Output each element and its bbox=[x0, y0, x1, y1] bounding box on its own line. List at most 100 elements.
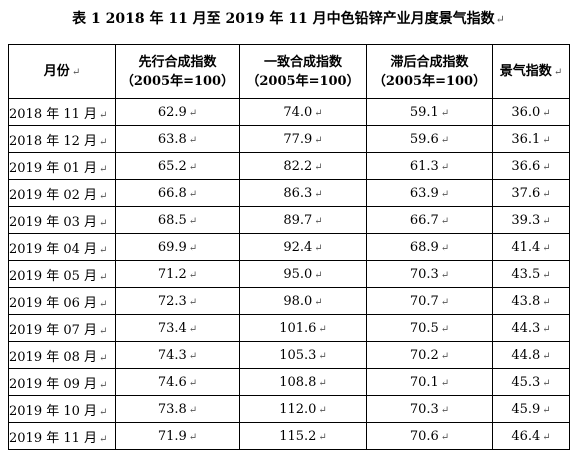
paragraph-mark-icon: ↵ bbox=[99, 244, 108, 256]
paragraph-mark-icon: ↵ bbox=[318, 323, 327, 335]
cell-month: 2018 年 11 月 ↵ bbox=[8, 98, 116, 126]
paragraph-mark-icon: ↵ bbox=[440, 296, 450, 308]
paragraph-mark-icon: ↵ bbox=[188, 323, 198, 335]
cell-lagging: 70.1 ↵ bbox=[366, 368, 493, 396]
paragraph-mark-icon: ↵ bbox=[440, 188, 450, 200]
cell-leading: 66.8 ↵ bbox=[115, 179, 240, 207]
paragraph-mark-icon: ↵ bbox=[542, 431, 551, 443]
paragraph-mark-icon: ↵ bbox=[440, 431, 450, 443]
paragraph-mark-icon: ↵ bbox=[99, 433, 108, 445]
paragraph-mark-icon: ↵ bbox=[314, 107, 323, 119]
table-row: 2019 年 08 月 ↵ 74.3 ↵ 105.3 ↵ 70.2 ↵ 44.8 ↵ bbox=[8, 341, 570, 369]
cell-climate: 37.6 ↵ bbox=[492, 179, 570, 207]
paragraph-mark-icon: ↵ bbox=[188, 215, 198, 227]
cell-climate: 43.5 ↵ bbox=[492, 260, 570, 288]
cell-leading: 74.6 ↵ bbox=[115, 368, 240, 396]
cell-leading: 71.9 ↵ bbox=[115, 422, 240, 450]
paragraph-mark-icon: ↵ bbox=[188, 269, 198, 281]
cell-lagging: 70.2 ↵ bbox=[366, 341, 493, 369]
paragraph-mark-icon: ↵ bbox=[440, 377, 450, 389]
cell-climate: 45.9 ↵ bbox=[492, 395, 570, 423]
table-body: 2018 年 11 月 ↵ 62.9 ↵ 74.0 ↵ 59.1 ↵ 36.0 ↵ 2018 年 1… bbox=[8, 98, 570, 450]
paragraph-mark-icon: ↵ bbox=[188, 431, 198, 443]
cell-lagging: 70.7 ↵ bbox=[366, 287, 493, 315]
paragraph-mark-icon: ↵ bbox=[318, 404, 327, 416]
cell-lagging: 70.6 ↵ bbox=[366, 422, 493, 450]
cell-climate: 36.0 ↵ bbox=[492, 98, 570, 126]
cell-lagging: 61.3 ↵ bbox=[366, 152, 493, 180]
paragraph-mark-icon: ↵ bbox=[188, 107, 198, 119]
table-row: 2019 年 07 月 ↵ 73.4 ↵ 101.6 ↵ 70.5 ↵ 44.3 ↵ bbox=[8, 314, 570, 342]
paragraph-mark-icon: ↵ bbox=[542, 107, 551, 119]
paragraph-mark-icon: ↵ bbox=[440, 107, 450, 119]
cell-coincident: 77.9 ↵ bbox=[239, 125, 367, 153]
paragraph-mark-icon: ↵ bbox=[99, 406, 108, 418]
paragraph-mark-icon: ↵ bbox=[188, 161, 198, 173]
paragraph-mark-icon: ↵ bbox=[99, 136, 108, 148]
cell-coincident: 112.0 ↵ bbox=[239, 395, 367, 423]
paragraph-mark-icon: ↵ bbox=[542, 242, 551, 254]
paragraph-mark-icon: ↵ bbox=[188, 242, 198, 254]
header-climate-index: 景气指数 ↵ bbox=[492, 44, 570, 99]
paragraph-mark-icon: ↵ bbox=[188, 404, 198, 416]
paragraph-mark-icon: ↵ bbox=[99, 190, 108, 202]
paragraph-mark-icon: ↵ bbox=[440, 350, 450, 362]
paragraph-mark-icon: ↵ bbox=[314, 188, 323, 200]
cell-lagging: 68.9 ↵ bbox=[366, 233, 493, 261]
table-row: 2019 年 09 月 ↵ 74.6 ↵ 108.8 ↵ 70.1 ↵ 45.3 ↵ bbox=[8, 368, 570, 396]
paragraph-mark-icon: ↵ bbox=[188, 350, 198, 362]
paragraph-mark-icon: ↵ bbox=[318, 377, 327, 389]
table-row: 2019 年 04 月 ↵ 69.9 ↵ 92.4 ↵ 68.9 ↵ 41.4 ↵ bbox=[8, 233, 570, 261]
paragraph-mark-icon: ↵ bbox=[99, 217, 108, 229]
cell-month: 2019 年 07 月 ↵ bbox=[8, 314, 116, 342]
table-row: 2018 年 12 月 ↵ 63.8 ↵ 77.9 ↵ 59.6 ↵ 36.1 ↵ bbox=[8, 125, 570, 153]
cell-climate: 36.6 ↵ bbox=[492, 152, 570, 180]
header-coincident-index: 一致合成指数 （2005年=100） bbox=[239, 44, 367, 99]
cell-leading: 71.2 ↵ bbox=[115, 260, 240, 288]
cell-month: 2019 年 02 月 ↵ bbox=[8, 179, 116, 207]
cell-month: 2019 年 06 月 ↵ bbox=[8, 287, 116, 315]
cell-month: 2019 年 04 月 ↵ bbox=[8, 233, 116, 261]
paragraph-mark-icon: ↵ bbox=[188, 134, 198, 146]
paragraph-mark-icon: ↵ bbox=[318, 350, 327, 362]
header-month: 月份 ↵ bbox=[8, 44, 116, 99]
paragraph-mark-icon: ↵ bbox=[99, 298, 108, 310]
cell-month: 2019 年 03 月 ↵ bbox=[8, 206, 116, 234]
paragraph-mark-icon: ↵ bbox=[314, 269, 323, 281]
cell-lagging: 70.3 ↵ bbox=[366, 260, 493, 288]
cell-coincident: 92.4 ↵ bbox=[239, 233, 367, 261]
paragraph-mark-icon: ↵ bbox=[318, 431, 327, 443]
cell-leading: 65.2 ↵ bbox=[115, 152, 240, 180]
cell-month: 2019 年 08 月 ↵ bbox=[8, 341, 116, 369]
cell-lagging: 70.5 ↵ bbox=[366, 314, 493, 342]
paragraph-mark-icon: ↵ bbox=[99, 271, 108, 283]
table-title: 表 1 2018 年 11 月至 2019 年 11 月中色铅锌产业月度景气指数 bbox=[72, 11, 495, 27]
paragraph-mark-icon: ↵ bbox=[440, 269, 450, 281]
cell-lagging: 66.7 ↵ bbox=[366, 206, 493, 234]
paragraph-mark-icon: ↵ bbox=[440, 404, 450, 416]
paragraph-mark-icon: ↵ bbox=[542, 296, 551, 308]
header-lagging-index: 滞后合成指数 （2005年=100） bbox=[366, 44, 493, 99]
cell-climate: 44.8 ↵ bbox=[492, 341, 570, 369]
paragraph-mark-icon: ↵ bbox=[542, 323, 551, 335]
cell-climate: 43.8 ↵ bbox=[492, 287, 570, 315]
cell-lagging: 59.1 ↵ bbox=[366, 98, 493, 126]
cell-coincident: 98.0 ↵ bbox=[239, 287, 367, 315]
table-row: 2019 年 02 月 ↵ 66.8 ↵ 86.3 ↵ 63.9 ↵ 37.6 ↵ bbox=[8, 179, 570, 207]
cell-leading: 74.3 ↵ bbox=[115, 341, 240, 369]
paragraph-mark-icon: ↵ bbox=[440, 215, 450, 227]
cell-month: 2019 年 09 月 ↵ bbox=[8, 368, 116, 396]
cell-leading: 69.9 ↵ bbox=[115, 233, 240, 261]
paragraph-mark-icon: ↵ bbox=[188, 296, 198, 308]
climate-index-table: 月份 ↵ 先行合成指数 （2005年=100） 一致合成指数 （2005年=100） … bbox=[8, 44, 570, 450]
cell-climate: 39.3 ↵ bbox=[492, 206, 570, 234]
paragraph-mark-icon: ↵ bbox=[99, 325, 108, 337]
cell-coincident: 105.3 ↵ bbox=[239, 341, 367, 369]
paragraph-mark-icon: ↵ bbox=[99, 163, 108, 175]
table-caption: 表 1 2018 年 11 月至 2019 年 11 月中色铅锌产业月度景气指数… bbox=[0, 8, 577, 28]
table-row: 2019 年 01 月 ↵ 65.2 ↵ 82.2 ↵ 61.3 ↵ 36.6 ↵ bbox=[8, 152, 570, 180]
cell-leading: 73.8 ↵ bbox=[115, 395, 240, 423]
cell-lagging: 70.3 ↵ bbox=[366, 395, 493, 423]
paragraph-mark-icon: ↵ bbox=[542, 377, 551, 389]
paragraph-mark-icon: ↵ bbox=[542, 161, 551, 173]
